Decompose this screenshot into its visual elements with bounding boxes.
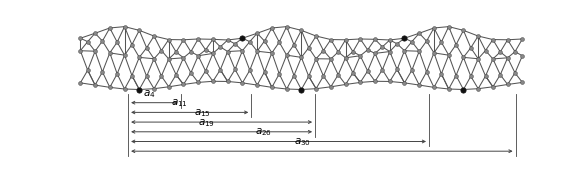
Text: $a_{15}$: $a_{15}$ [195,107,211,119]
Text: $a_{30}$: $a_{30}$ [294,136,311,148]
Text: $a_{19}$: $a_{19}$ [198,117,215,129]
Text: $a_{4}$: $a_{4}$ [143,88,155,100]
Text: $a_{26}$: $a_{26}$ [255,127,272,138]
Text: $a_{11}$: $a_{11}$ [171,98,188,109]
